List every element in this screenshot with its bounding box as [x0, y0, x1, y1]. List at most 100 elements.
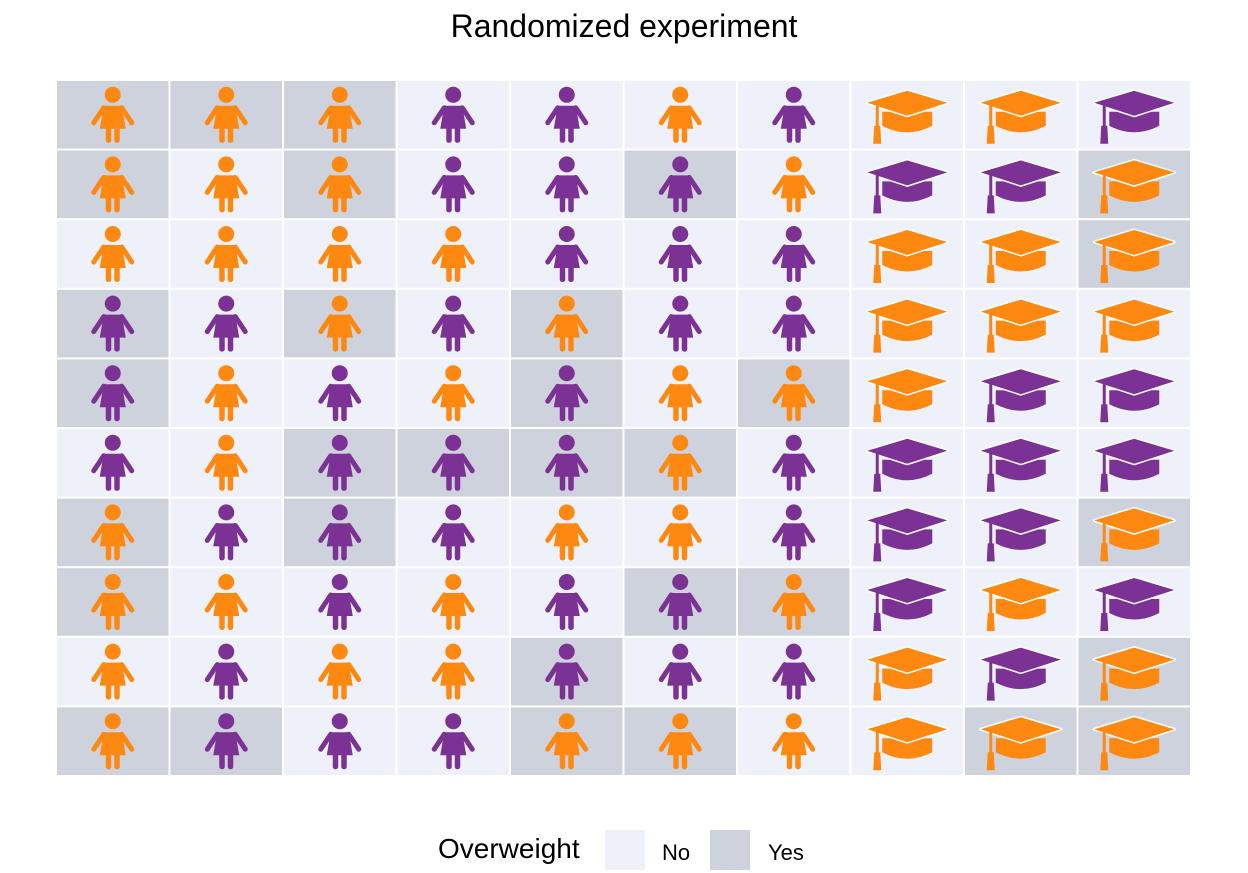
graduation-cap-icon: [865, 228, 949, 283]
woman-icon: [772, 365, 816, 422]
woman-icon: [772, 713, 816, 770]
graduation-cap-icon: [865, 89, 949, 144]
legend-label-yes: Yes: [768, 840, 804, 865]
woman-icon: [204, 365, 248, 422]
woman-icon: [431, 643, 475, 700]
woman-icon: [431, 574, 475, 630]
graduation-cap-icon: [1092, 715, 1176, 771]
graduation-cap-icon: [1092, 89, 1176, 144]
woman-icon: [91, 295, 135, 352]
woman-icon: [204, 156, 248, 213]
woman-icon: [431, 365, 475, 422]
woman-icon: [431, 713, 475, 770]
graduation-cap-icon: [979, 437, 1063, 492]
graduation-cap-icon: [979, 89, 1063, 144]
graduation-cap-icon: [1092, 367, 1176, 423]
graduation-cap-icon: [979, 715, 1063, 771]
woman-icon: [545, 643, 589, 700]
graduation-cap-icon: [979, 367, 1063, 423]
woman-icon: [545, 226, 589, 282]
graduation-cap-icon: [865, 367, 949, 423]
legend-key-yes: [710, 830, 750, 870]
woman-icon: [318, 86, 362, 143]
woman-icon: [772, 156, 816, 213]
woman-icon: [658, 574, 702, 630]
woman-icon: [91, 156, 135, 213]
woman-icon: [204, 86, 248, 143]
woman-icon: [318, 434, 362, 491]
woman-icon: [91, 226, 135, 282]
woman-icon: [658, 365, 702, 422]
woman-icon: [91, 713, 135, 770]
graduation-cap-icon: [865, 715, 949, 771]
woman-icon: [318, 643, 362, 700]
graduation-cap-icon: [1092, 158, 1176, 214]
woman-icon: [204, 226, 248, 282]
woman-icon: [545, 504, 589, 561]
woman-icon: [91, 365, 135, 422]
woman-icon: [204, 713, 248, 770]
woman-icon: [204, 643, 248, 700]
woman-icon: [772, 295, 816, 352]
woman-icon: [772, 434, 816, 491]
graduation-cap-icon: [979, 576, 1063, 631]
graduation-cap-icon: [1092, 228, 1176, 283]
woman-icon: [204, 504, 248, 561]
woman-icon: [431, 86, 475, 143]
woman-icon: [204, 434, 248, 491]
woman-icon: [772, 504, 816, 561]
waffle-grid: [57, 81, 1190, 775]
woman-icon: [431, 434, 475, 491]
legend-title: Overweight: [438, 833, 580, 864]
graduation-cap-icon: [979, 228, 1063, 283]
woman-icon: [772, 86, 816, 143]
woman-icon: [772, 574, 816, 630]
woman-icon: [431, 504, 475, 561]
graduation-cap-icon: [979, 646, 1063, 701]
woman-icon: [772, 643, 816, 700]
woman-icon: [318, 713, 362, 770]
woman-icon: [545, 156, 589, 213]
woman-icon: [658, 226, 702, 282]
woman-icon: [772, 226, 816, 282]
woman-icon: [318, 295, 362, 352]
woman-icon: [91, 434, 135, 491]
chart-title: Randomized experiment: [450, 8, 798, 44]
graduation-cap-icon: [865, 576, 949, 631]
woman-icon: [545, 365, 589, 422]
woman-icon: [91, 574, 135, 630]
graduation-cap-icon: [979, 506, 1063, 562]
woman-icon: [658, 504, 702, 561]
graduation-cap-icon: [1092, 437, 1176, 492]
woman-icon: [431, 226, 475, 282]
woman-icon: [318, 226, 362, 282]
woman-icon: [545, 86, 589, 143]
graduation-cap-icon: [865, 437, 949, 492]
woman-icon: [658, 643, 702, 700]
woman-icon: [658, 434, 702, 491]
woman-icon: [658, 156, 702, 213]
legend-key-no: [605, 830, 645, 870]
woman-icon: [318, 574, 362, 630]
woman-icon: [91, 643, 135, 700]
graduation-cap-icon: [865, 646, 949, 701]
woman-icon: [431, 156, 475, 213]
woman-icon: [545, 713, 589, 770]
woman-icon: [545, 434, 589, 491]
woman-icon: [431, 295, 475, 352]
graduation-cap-icon: [865, 506, 949, 562]
woman-icon: [658, 295, 702, 352]
graduation-cap-icon: [1092, 298, 1176, 353]
graduation-cap-icon: [865, 298, 949, 353]
woman-icon: [545, 295, 589, 352]
woman-icon: [318, 365, 362, 422]
woman-icon: [545, 574, 589, 630]
woman-icon: [318, 156, 362, 213]
woman-icon: [91, 504, 135, 561]
graduation-cap-icon: [1092, 646, 1176, 701]
graduation-cap-icon: [979, 158, 1063, 214]
woman-icon: [658, 86, 702, 143]
graduation-cap-icon: [979, 298, 1063, 353]
woman-icon: [318, 504, 362, 561]
legend-label-no: No: [662, 840, 691, 865]
